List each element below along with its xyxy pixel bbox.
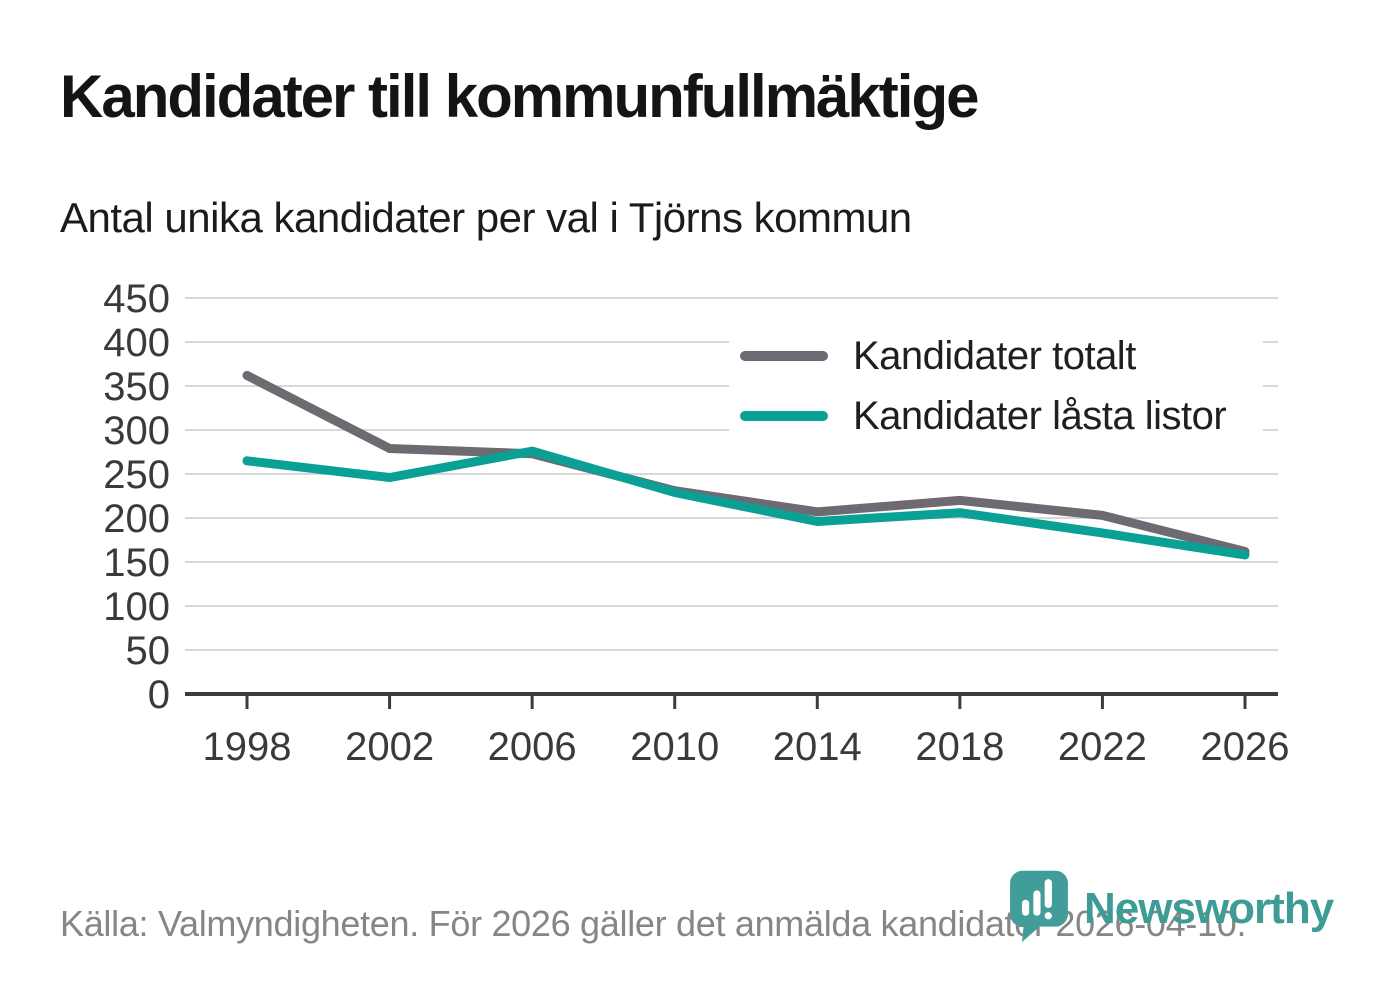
legend-item-totalt: Kandidater totalt <box>729 330 1263 382</box>
x-tick-label-2006: 2006 <box>488 725 577 769</box>
y-tick-label-50: 50 <box>126 629 171 673</box>
y-tick-label-350: 350 <box>103 365 170 409</box>
legend-label-totalt: Kandidater totalt <box>853 333 1136 378</box>
y-tick-label-250: 250 <box>103 453 170 497</box>
x-tick-label-2014: 2014 <box>773 725 862 769</box>
x-tick-label-2018: 2018 <box>915 725 1004 769</box>
x-tick-label-2010: 2010 <box>630 725 719 769</box>
y-tick-label-450: 450 <box>103 277 170 321</box>
chart-subtitle: Antal unika kandidater per val i Tjörns … <box>60 194 912 241</box>
y-tick-label-300: 300 <box>103 409 170 453</box>
newsworthy-wordmark: Newsworthy <box>1084 884 1334 933</box>
legend-item-lasta-listor: Kandidater låsta listor <box>729 390 1263 442</box>
y-tick-label-0: 0 <box>148 673 170 717</box>
y-tick-label-150: 150 <box>103 541 170 585</box>
y-tick-label-400: 400 <box>103 321 170 365</box>
legend-label-lasta-listor: Kandidater låsta listor <box>853 393 1227 438</box>
y-tick-label-200: 200 <box>103 497 170 541</box>
series-line-totalt <box>242 370 1250 556</box>
series-line-lasta-listor <box>242 446 1250 560</box>
legend-swatch-totalt <box>740 351 828 361</box>
legend-swatch-lasta-listor <box>740 411 828 421</box>
x-tick-label-2022: 2022 <box>1058 725 1147 769</box>
y-tick-label-100: 100 <box>103 585 170 629</box>
x-tick-label-2026: 2026 <box>1201 725 1290 769</box>
x-tick-label-2002: 2002 <box>345 725 434 769</box>
page-title: Kandidater till kommunfullmäktige <box>60 63 979 130</box>
chart-legend: Kandidater totalt Kandidater låsta listo… <box>729 330 1263 442</box>
newsworthy-logo: Newsworthy <box>1008 868 1334 958</box>
x-tick-label-1998: 1998 <box>203 725 292 769</box>
newsworthy-pin-icon <box>1010 870 1068 943</box>
